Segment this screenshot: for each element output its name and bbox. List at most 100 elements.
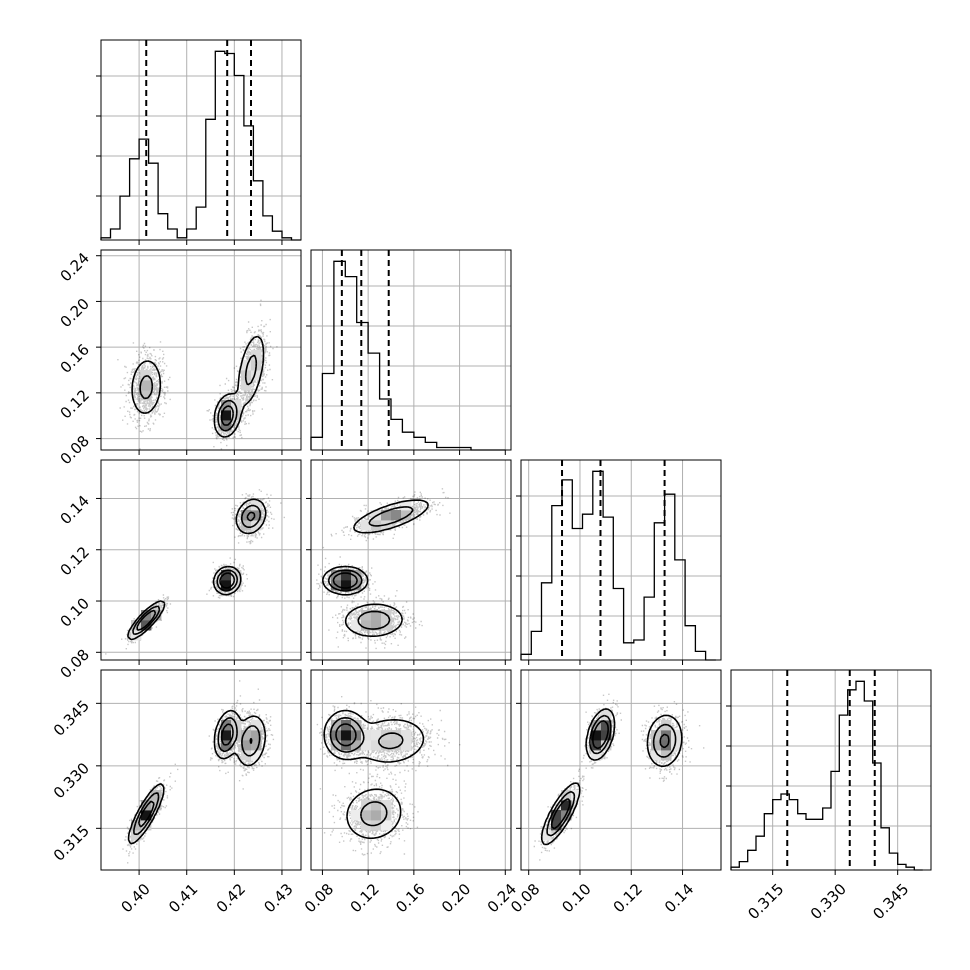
density-contour bbox=[321, 499, 429, 637]
density-contour bbox=[540, 708, 683, 846]
density-cell bbox=[131, 630, 142, 641]
density-cell bbox=[221, 570, 232, 581]
histogram-panel-1 bbox=[306, 249, 512, 455]
y-tick-label: 0.14 bbox=[57, 492, 93, 528]
density-cell bbox=[341, 570, 352, 581]
density-cell bbox=[241, 380, 252, 391]
density-cell bbox=[141, 810, 152, 821]
panel-frame bbox=[100, 249, 302, 451]
density-cell bbox=[591, 740, 602, 751]
x-tick-label: 0.345 bbox=[869, 880, 912, 923]
panel-frame bbox=[310, 459, 512, 661]
density-cell bbox=[591, 720, 602, 731]
density-cell bbox=[371, 610, 382, 621]
y-tick-label: 0.24 bbox=[57, 249, 93, 285]
density-cell bbox=[341, 730, 352, 741]
scatter-panel-3-0 bbox=[96, 669, 302, 875]
density-cell bbox=[541, 830, 552, 841]
y-tick-label: 0.10 bbox=[57, 594, 93, 630]
density-cell bbox=[371, 800, 382, 811]
y-tick-label: 0.08 bbox=[57, 432, 93, 468]
panel-background bbox=[521, 460, 721, 660]
density-cell bbox=[251, 720, 262, 731]
density-cell bbox=[351, 580, 362, 591]
density-contour bbox=[132, 504, 262, 636]
density-cell bbox=[241, 740, 252, 751]
density-cell bbox=[361, 820, 372, 831]
density-cell bbox=[351, 740, 362, 751]
panel-background bbox=[311, 670, 511, 870]
density-cell bbox=[371, 740, 382, 751]
y-tick-label: 0.20 bbox=[57, 295, 93, 331]
density-cell bbox=[371, 810, 382, 821]
density-cell bbox=[351, 810, 362, 821]
density-cell bbox=[361, 620, 372, 631]
panel-frame bbox=[520, 669, 722, 871]
density-contour bbox=[127, 498, 267, 641]
density-contour bbox=[546, 714, 677, 837]
y-tick-label: 0.330 bbox=[50, 759, 93, 802]
panel-frame bbox=[310, 669, 512, 871]
panel-frame bbox=[100, 459, 302, 661]
panel-frame bbox=[730, 669, 932, 871]
y-tick-label: 0.08 bbox=[57, 646, 93, 682]
density-cell bbox=[221, 400, 232, 411]
density-cell bbox=[151, 790, 162, 801]
density-cell bbox=[221, 730, 232, 741]
density-cell bbox=[551, 820, 562, 831]
histogram-step-line bbox=[310, 260, 506, 451]
density-cell bbox=[251, 370, 262, 381]
histogram-step-line bbox=[730, 680, 923, 871]
density-cell bbox=[381, 800, 392, 811]
panel-frame bbox=[310, 249, 512, 451]
x-tick-label: 0.14 bbox=[661, 880, 697, 916]
density-cell bbox=[241, 360, 252, 371]
density-cell bbox=[241, 510, 252, 521]
y-tick-label: 0.16 bbox=[57, 340, 93, 376]
density-cell bbox=[361, 610, 372, 621]
density-cell bbox=[341, 580, 352, 591]
density-cell bbox=[401, 510, 412, 521]
density-contour bbox=[335, 723, 357, 747]
density-cell bbox=[131, 830, 142, 841]
panel-content bbox=[105, 489, 285, 655]
y-tick-label: 0.12 bbox=[57, 543, 93, 579]
sample-points bbox=[316, 488, 451, 650]
scatter-panel-2-1 bbox=[306, 459, 512, 665]
x-tick-label: 0.12 bbox=[610, 880, 646, 916]
density-cell bbox=[651, 740, 662, 751]
density-cell bbox=[331, 740, 342, 751]
x-tick-label: 0.12 bbox=[347, 880, 383, 916]
x-tick-label: 0.20 bbox=[438, 880, 474, 916]
density-cell bbox=[381, 510, 392, 521]
density-cell bbox=[241, 730, 252, 741]
scatter-panel-3-1 bbox=[306, 669, 512, 875]
density-cell bbox=[251, 500, 262, 511]
density-cell bbox=[391, 730, 402, 741]
density-contour bbox=[133, 717, 261, 836]
density-cell bbox=[671, 730, 682, 741]
density-cell bbox=[251, 350, 262, 361]
density-cell bbox=[401, 500, 412, 511]
density-cell bbox=[601, 710, 612, 721]
density-cell bbox=[241, 520, 252, 531]
density-cell bbox=[221, 410, 232, 421]
density-cell bbox=[251, 730, 262, 741]
density-contour bbox=[323, 709, 425, 840]
density-contour bbox=[327, 506, 414, 630]
histogram-step-line bbox=[100, 50, 301, 241]
x-tick-label: 0.43 bbox=[260, 880, 296, 916]
scatter-panel-2-0 bbox=[96, 459, 302, 665]
density-cell bbox=[401, 740, 412, 751]
density-cell bbox=[551, 810, 562, 821]
scatter-panel-1-0 bbox=[96, 249, 302, 455]
density-cell bbox=[141, 800, 152, 811]
panel-background bbox=[311, 460, 511, 660]
panel-frame bbox=[520, 459, 722, 661]
density-cell bbox=[571, 790, 582, 801]
panel-background bbox=[311, 250, 511, 450]
density-cell bbox=[401, 730, 412, 741]
x-tick-label: 0.315 bbox=[744, 880, 787, 923]
density-cell bbox=[601, 720, 612, 731]
panel-content bbox=[316, 488, 451, 650]
